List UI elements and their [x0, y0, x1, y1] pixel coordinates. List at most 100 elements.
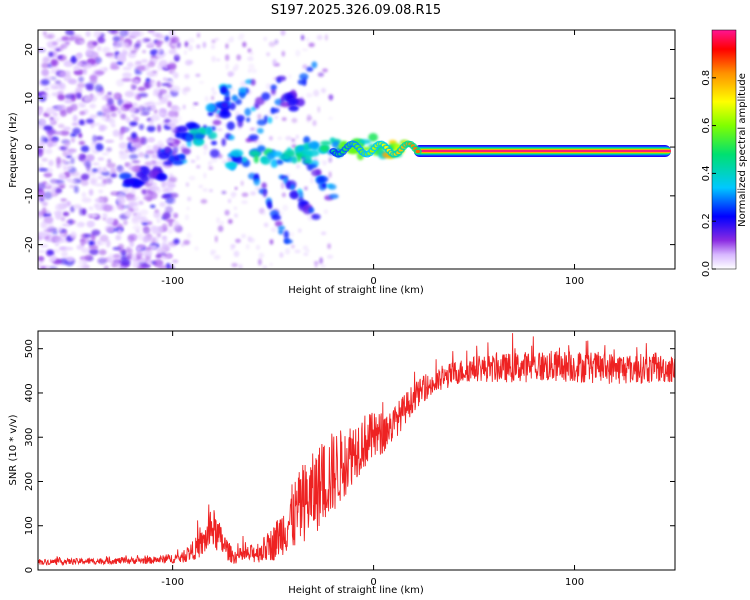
spectrogram-speckle: [184, 214, 190, 221]
spectrogram-speckle: [186, 232, 192, 239]
spectrogram-speckle: [250, 191, 257, 196]
spectrogram-speckle: [168, 49, 177, 55]
spectrogram-speckle: [187, 196, 192, 202]
spectrogram-speckle: [84, 254, 93, 261]
spectrogram-speckle: [81, 197, 92, 203]
spectrogram-speckle: [185, 182, 190, 187]
spectrogram-speckle: [308, 42, 315, 48]
spectrogram-speckle: [172, 199, 176, 205]
spectrogram-speckle: [76, 82, 86, 89]
spectrogram-speckle: [63, 203, 68, 208]
spectrogram-speckle: [169, 30, 176, 38]
spectrogram-speckle: [64, 93, 75, 100]
spectrogram-speckle: [224, 54, 230, 61]
spectrogram-speckle: [83, 233, 93, 238]
spectrogram-y-tick-label: 0: [24, 144, 35, 150]
spectrogram-streak: [274, 220, 283, 227]
spectrogram-speckle: [103, 204, 113, 212]
spectrogram-speckle: [291, 138, 296, 143]
spectrogram-speckle: [131, 113, 136, 118]
spectrogram-speckle: [156, 160, 166, 167]
spectrogram-speckle: [305, 249, 310, 253]
spectrogram-speckle: [123, 103, 133, 109]
spectrogram-speckle: [167, 101, 172, 108]
spectrogram-speckle: [70, 137, 76, 143]
chart-title: S197.2025.326.09.08.R15: [271, 3, 441, 18]
spectrogram-streak: [276, 75, 287, 82]
spectrogram-speckle: [224, 209, 230, 216]
spectrogram-speckle: [106, 239, 111, 248]
spectrogram-speckle: [300, 34, 305, 41]
spectrogram-speckle: [38, 182, 46, 191]
spectrogram-speckle: [40, 79, 50, 86]
spectrogram-streak: [311, 213, 321, 220]
spectrogram-speckle: [231, 194, 236, 199]
spectrogram-speckle: [56, 156, 62, 165]
spectrogram-speckle: [105, 217, 114, 224]
spectrogram-streak: [318, 175, 329, 183]
spectrogram-speckle: [294, 249, 301, 254]
spectrogram-speckle: [48, 159, 54, 167]
spectrogram-streak: [283, 176, 289, 185]
spectrogram-streak: [270, 84, 277, 90]
spectrogram-speckle: [75, 87, 83, 95]
spectrogram-speckle: [103, 107, 112, 114]
spectrogram-streak: [328, 184, 337, 190]
spectrogram-speckle: [64, 161, 71, 165]
spectrogram-speckle: [147, 137, 155, 142]
spectrogram-speckle: [258, 252, 265, 259]
spectrogram-speckle: [88, 240, 95, 247]
spectrogram-y-tick-label: 10: [24, 92, 35, 105]
spectrogram-speckle: [247, 56, 254, 61]
spectrogram-speckle: [230, 244, 236, 248]
colorbar: 0.0 0.2 0.4 0.6 0.8 Normalized spectral ampl…: [701, 29, 748, 277]
spectrogram-speckle: [139, 137, 146, 144]
spectrogram-speckle: [116, 196, 126, 205]
spectrogram-streak: [221, 138, 226, 147]
spectrogram-cluster: [205, 103, 217, 113]
spectrogram-speckle: [225, 43, 229, 49]
spectrogram-speckle: [112, 247, 121, 251]
spectrogram-speckle: [236, 54, 242, 61]
spectrogram-streak: [244, 107, 252, 117]
spectrogram-ridge: [413, 150, 671, 152]
spectrogram-speckle: [43, 125, 53, 131]
spectrogram-speckle: [80, 241, 85, 247]
spectrogram-speckle: [117, 165, 124, 173]
spectrogram-streak: [228, 102, 236, 111]
spectrogram-speckle: [207, 160, 213, 167]
spectrogram-speckle: [41, 68, 50, 77]
spectrogram-speckle: [80, 145, 90, 153]
spectrogram-cluster: [220, 85, 228, 94]
spectrogram-speckle: [155, 33, 165, 40]
spectrogram-speckle: [66, 256, 74, 262]
spectrogram-streak: [306, 66, 314, 72]
spectrogram-speckle: [274, 39, 279, 45]
spectrogram-speckle: [48, 265, 58, 269]
spectrogram-streak: [261, 182, 267, 189]
spectrogram-speckle: [245, 243, 250, 250]
spectrogram-speckle: [38, 124, 44, 130]
spectrogram-speckle: [133, 196, 140, 200]
spectrogram-speckle: [90, 213, 99, 218]
spectrogram-speckle: [38, 107, 44, 115]
spectrogram-speckle: [42, 57, 51, 64]
spectrogram-speckle: [301, 48, 309, 52]
spectrogram-speckle: [153, 87, 160, 94]
spectrogram-speckle: [102, 217, 107, 221]
spectrogram-speckle: [107, 53, 118, 60]
spectrogram-speckle: [65, 106, 73, 114]
spectrogram-speckle: [74, 92, 82, 99]
spectrogram-ridge-lead: [415, 149, 420, 154]
spectrogram-cluster: [185, 135, 193, 142]
spectrogram-streak: [321, 183, 327, 188]
spectrogram-speckle: [98, 125, 105, 132]
spectrogram-speckle: [328, 116, 334, 120]
spectrogram-speckle: [112, 129, 120, 137]
spectrogram-speckle: [328, 171, 332, 178]
spectrogram-x-ticks: -100 0 100: [161, 30, 584, 287]
spectrogram-speckle: [88, 206, 94, 211]
spectrogram-speckle: [161, 223, 168, 232]
spectrogram-speckle: [146, 259, 153, 264]
spectrogram-speckle: [143, 102, 151, 107]
